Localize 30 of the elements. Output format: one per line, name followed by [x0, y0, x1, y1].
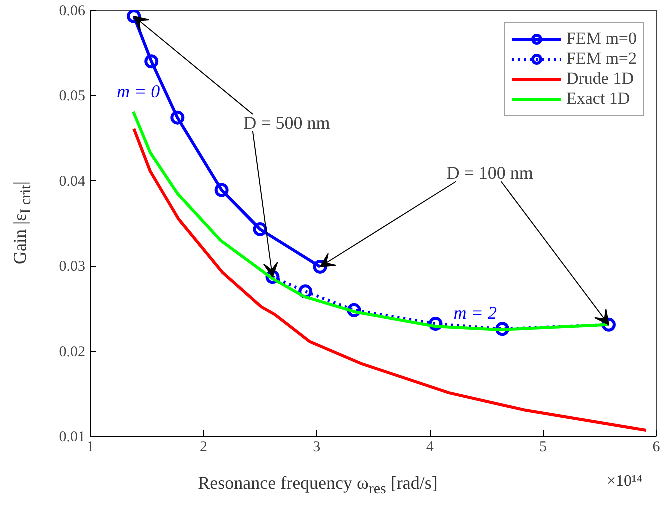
text: ×10¹⁴	[607, 472, 642, 492]
legend-label: Drude 1D	[566, 69, 634, 89]
x-tick-label: 4	[426, 440, 434, 456]
point	[602, 318, 616, 332]
line-series	[132, 110, 610, 332]
x-tick-label: 2	[200, 440, 208, 456]
y-tick-label: 0.05	[59, 88, 86, 105]
point	[253, 222, 268, 236]
annotation: D = 500 nm	[244, 112, 330, 133]
annotation: m = 0	[117, 81, 160, 102]
x-tick-label: 6	[652, 440, 661, 456]
point	[313, 260, 328, 274]
annotation: m = 2	[454, 302, 497, 323]
point	[127, 10, 142, 24]
y-tick-label: 0.06	[59, 4, 86, 20]
y-tick-label: 0.03	[59, 259, 86, 276]
point	[170, 110, 185, 125]
legend-label: FEM m=2	[566, 49, 637, 69]
point	[214, 183, 229, 198]
y-tick-label: 0.04	[59, 174, 86, 190]
x-tick-label: 1	[86, 440, 94, 456]
x-tick-label: 5	[540, 440, 548, 456]
legend-label: Exact 1D	[566, 89, 630, 109]
annotation: D = 100 nm	[446, 163, 534, 184]
y-tick-label: 0.01	[59, 430, 86, 446]
legend-label: FEM m=0	[566, 29, 637, 49]
x-axis-title: Resonance frequency ω$_{res}$ [rad/s]	[197, 472, 439, 500]
y-tick-label: 0.02	[59, 344, 86, 360]
x-tick-label: 3	[313, 440, 321, 456]
point	[144, 54, 159, 69]
